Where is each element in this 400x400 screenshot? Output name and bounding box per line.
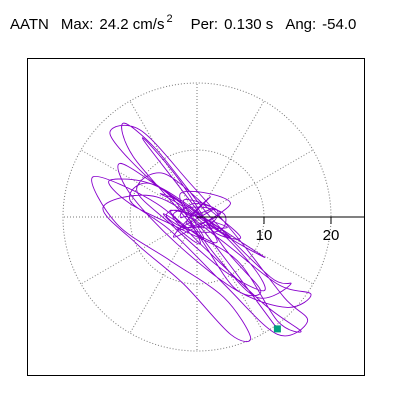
x-tick-label-10: 10	[256, 227, 273, 244]
x-tick-label-20: 20	[323, 227, 340, 244]
period-value: 0.130 s	[224, 16, 274, 33]
angle-label: Ang:	[285, 16, 317, 33]
peak-marker	[273, 325, 281, 333]
period-label: Per:	[190, 16, 219, 33]
tick-labels: 10 20	[256, 227, 340, 244]
grid-spoke-120	[129, 100, 198, 218]
title-row: AATN Max: 24.2 cm/s 2 Per: 0.130 s Ang: …	[10, 13, 357, 36]
axis-layer	[197, 216, 364, 224]
angle-value: -54.0	[322, 16, 357, 33]
grid-spoke-30	[196, 149, 314, 218]
grid-spoke-210	[80, 216, 198, 285]
max-unit-exponent: 2	[166, 13, 173, 25]
hodogram-plot: 10 20	[62, 82, 364, 352]
grid-spoke-60	[196, 100, 265, 218]
station-code: AATN	[10, 16, 49, 33]
trace-layer	[91, 122, 312, 343]
grid-spoke-330	[196, 216, 314, 285]
marker-layer	[273, 325, 281, 333]
max-value: 24.2 cm/s	[99, 16, 165, 33]
motion-trace	[91, 122, 312, 343]
max-label: Max:	[60, 16, 94, 33]
grid-spoke-240	[129, 216, 198, 334]
plot-frame: 10 20	[27, 58, 365, 376]
